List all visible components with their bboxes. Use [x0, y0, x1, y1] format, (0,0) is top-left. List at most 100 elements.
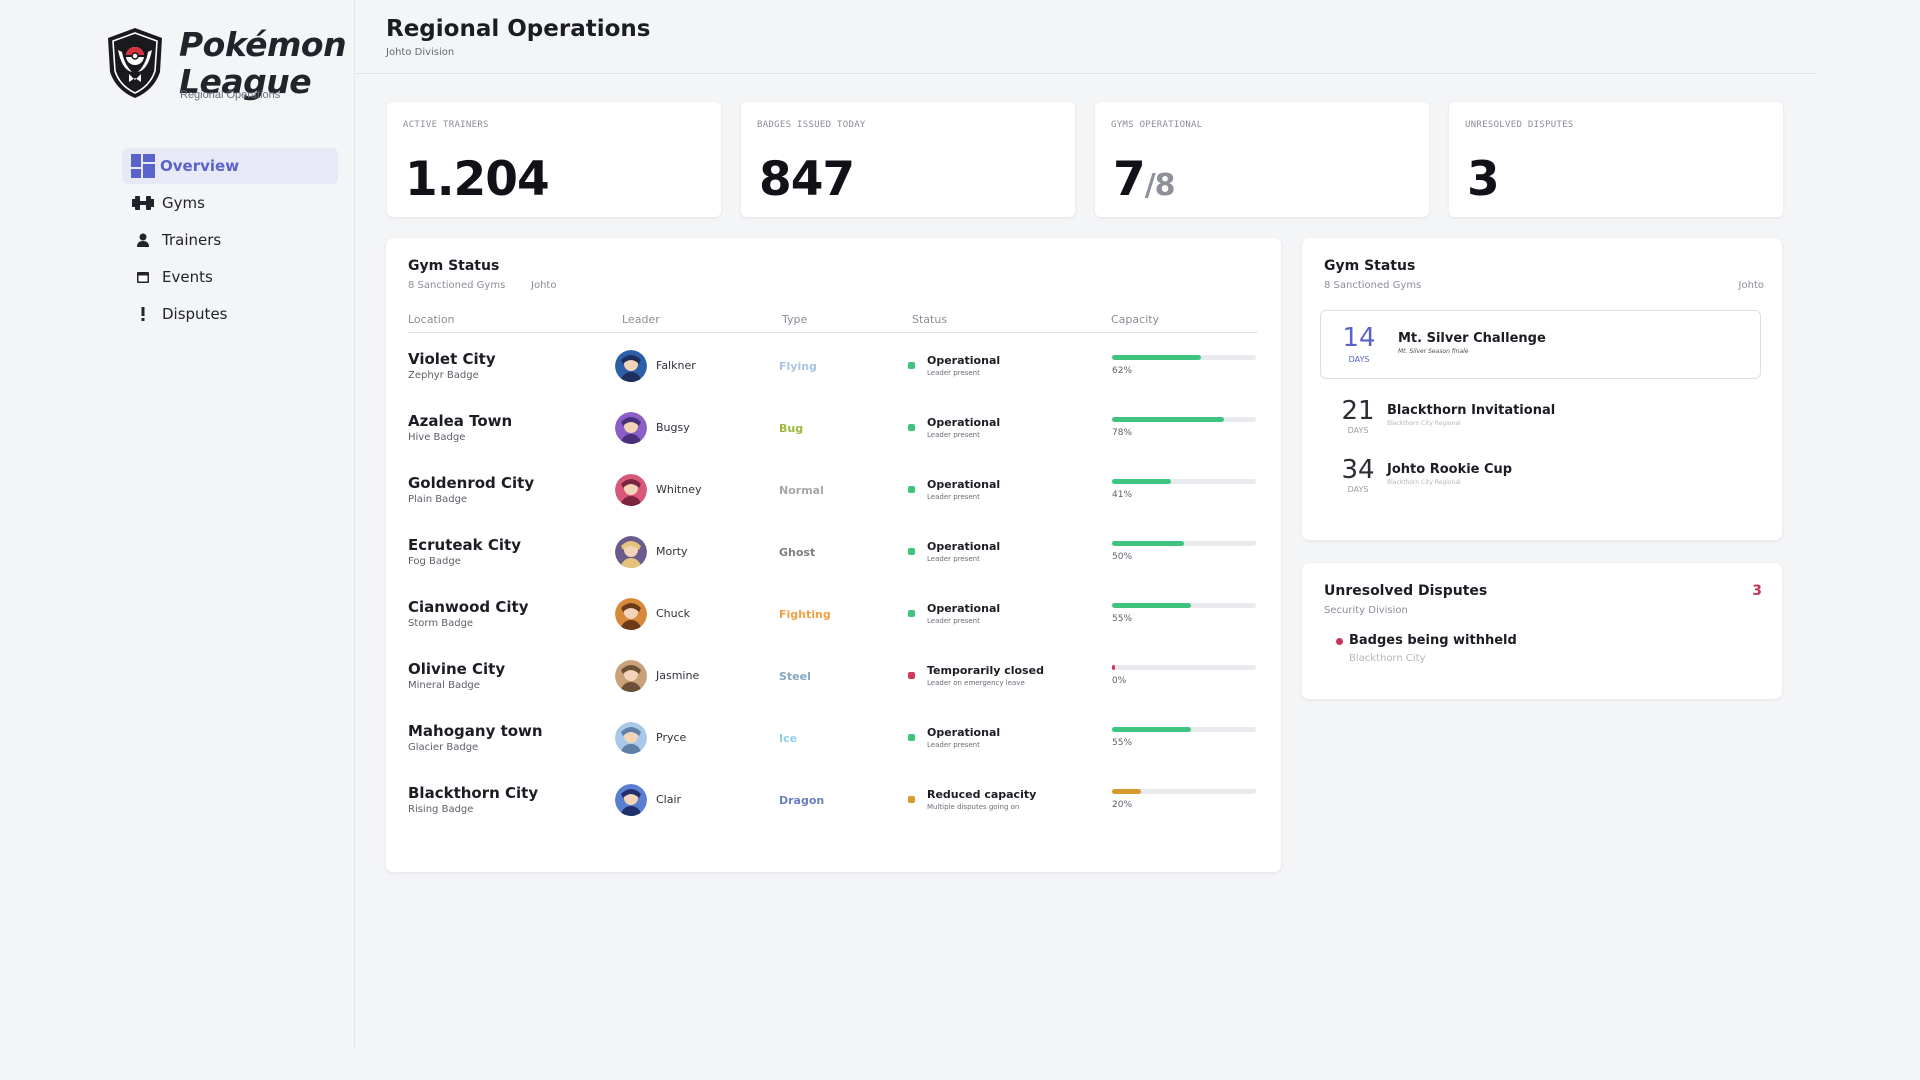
card-title: Gym Status [1324, 258, 1416, 274]
brand-logo[interactable]: Pokémon League Regional Operations [104, 26, 347, 106]
status-note: Leader present [927, 555, 980, 563]
table-row[interactable]: Violet City Zephyr Badge Falkner Flying Oper… [386, 350, 1281, 412]
event-meta: Blackthorn City Regional [1387, 479, 1461, 486]
gym-type: Fighting [779, 608, 831, 621]
gym-badge: Rising Badge [408, 804, 474, 815]
column-header-location[interactable]: Location [408, 313, 455, 326]
gym-city: Blackthorn City [408, 784, 539, 802]
brand-title-line1: Pokémon [179, 25, 347, 64]
capacity-bar [1112, 727, 1256, 732]
capacity-percent: 62% [1112, 366, 1133, 376]
stat-value: 7/8 [1113, 152, 1176, 207]
gym-city: Ecruteak City [408, 536, 521, 554]
stat-value: 1.204 [405, 152, 550, 207]
gym-badge: Storm Badge [408, 618, 474, 629]
leader-avatar [615, 598, 647, 630]
sidebar-item-label: Trainers [162, 231, 222, 249]
sidebar-item-label: Disputes [162, 305, 228, 323]
table-row[interactable]: Cianwood City Storm Badge Chuck Fighting Ope… [386, 598, 1281, 660]
status-text: Operational [927, 354, 1001, 367]
column-header-leader[interactable]: Leader [622, 313, 660, 326]
card-title: Gym Status [408, 258, 500, 274]
sidebar-nav: Overview Gyms Trainers Events Disputes [122, 148, 338, 333]
pokemon-league-shield-icon [108, 28, 162, 98]
table-row[interactable]: Ecruteak City Fog Badge Morty Ghost Operatio… [386, 536, 1281, 598]
gym-type: Ghost [779, 546, 816, 559]
status-note: Leader present [927, 431, 980, 439]
status-text: Operational [927, 726, 1001, 739]
leader-name: Bugsy [656, 421, 690, 434]
sidebar-item-label: Gyms [162, 194, 205, 212]
dispute-location: Blackthorn City [1349, 653, 1426, 664]
capacity-bar-fill [1112, 665, 1115, 670]
status-dot [908, 362, 915, 369]
person-icon [130, 227, 156, 253]
stat-label: ACTIVE TRAINERS [403, 120, 489, 130]
exclamation-icon [130, 301, 156, 327]
brand-subtitle: Regional Operations [180, 89, 281, 101]
capacity-bar [1112, 665, 1256, 670]
status-note: Leader present [927, 369, 980, 377]
sidebar-item-events[interactable]: Events [122, 259, 338, 295]
leader-avatar [615, 784, 647, 816]
dashboard-icon [130, 153, 156, 179]
status-dot [908, 734, 915, 741]
status-text: Operational [927, 478, 1001, 491]
leader-name: Jasmine [656, 669, 700, 682]
event-name: Johto Rookie Cup [1387, 462, 1513, 477]
capacity-bar-fill [1112, 355, 1202, 360]
capacity-bar-fill [1112, 417, 1225, 422]
table-row[interactable]: Olivine City Mineral Badge Jasmine Steel Tem… [386, 660, 1281, 722]
stat-value-number: 7 [1113, 152, 1146, 207]
gym-city: Cianwood City [408, 598, 529, 616]
status-dot [908, 672, 915, 679]
event-days-count: 21 [1341, 396, 1375, 426]
sidebar-item-overview[interactable]: Overview [122, 148, 338, 184]
sidebar-item-label: Overview [160, 157, 240, 175]
sidebar-item-gyms[interactable]: Gyms [122, 185, 338, 221]
leader-avatar [615, 350, 647, 382]
status-dot [908, 610, 915, 617]
dispute-title[interactable]: Badges being withheld [1349, 633, 1517, 648]
gym-type: Normal [779, 484, 824, 497]
column-header-status[interactable]: Status [912, 313, 948, 326]
leader-name: Falkner [656, 359, 696, 372]
sidebar-item-disputes[interactable]: Disputes [122, 296, 338, 332]
capacity-bar [1112, 479, 1256, 484]
dispute-status-dot [1336, 638, 1343, 645]
capacity-bar-fill [1112, 727, 1192, 732]
disputes-card: Unresolved Disputes Security Division 3 … [1302, 563, 1782, 699]
gym-badge: Plain Badge [408, 494, 468, 505]
capacity-percent: 55% [1112, 614, 1133, 624]
gym-badge: Zephyr Badge [408, 370, 479, 381]
card-subtitle: 8 Sanctioned Gyms [408, 280, 506, 291]
capacity-bar [1112, 541, 1256, 546]
event-meta: Blackthorn City Regional [1387, 420, 1461, 427]
event-item[interactable]: 14 DAYS Mt. Silver Challenge Mt. Silver … [1320, 310, 1761, 379]
status-text: Reduced capacity [927, 788, 1037, 801]
event-item[interactable]: 34 DAYS Johto Rookie Cup Blackthorn City… [1320, 452, 1761, 512]
event-item[interactable]: 21 DAYS Blackthorn Invitational Blacktho… [1320, 393, 1761, 453]
status-note: Leader present [927, 741, 980, 749]
table-row[interactable]: Azalea Town Hive Badge Bugsy Bug Operational… [386, 412, 1281, 474]
table-row[interactable]: Goldenrod City Plain Badge Whitney Normal Op… [386, 474, 1281, 536]
capacity-bar-fill [1112, 541, 1184, 546]
capacity-bar-fill [1112, 479, 1172, 484]
table-row[interactable]: Blackthorn City Rising Badge Clair Dragon Re… [386, 784, 1281, 846]
sidebar-item-trainers[interactable]: Trainers [122, 222, 338, 258]
leader-avatar [615, 536, 647, 568]
column-header-capacity[interactable]: Capacity [1111, 313, 1160, 326]
gym-badge: Glacier Badge [408, 742, 479, 753]
event-days-count: 34 [1341, 455, 1375, 485]
stat-card-active-trainers: ACTIVE TRAINERS 1.204 [387, 102, 721, 217]
card-region: Johto [1738, 280, 1764, 291]
dumbbell-icon [130, 190, 156, 216]
table-row[interactable]: Mahogany town Glacier Badge Pryce Ice Operat… [386, 722, 1281, 784]
event-name: Mt. Silver Challenge [1398, 331, 1546, 346]
page-title: Regional Operations [386, 16, 651, 42]
disputes-count-badge: 3 [1752, 583, 1762, 599]
column-header-type[interactable]: Type [782, 313, 808, 326]
event-days-label: DAYS [1347, 426, 1369, 435]
leader-name: Chuck [656, 607, 691, 620]
status-dot [908, 424, 915, 431]
